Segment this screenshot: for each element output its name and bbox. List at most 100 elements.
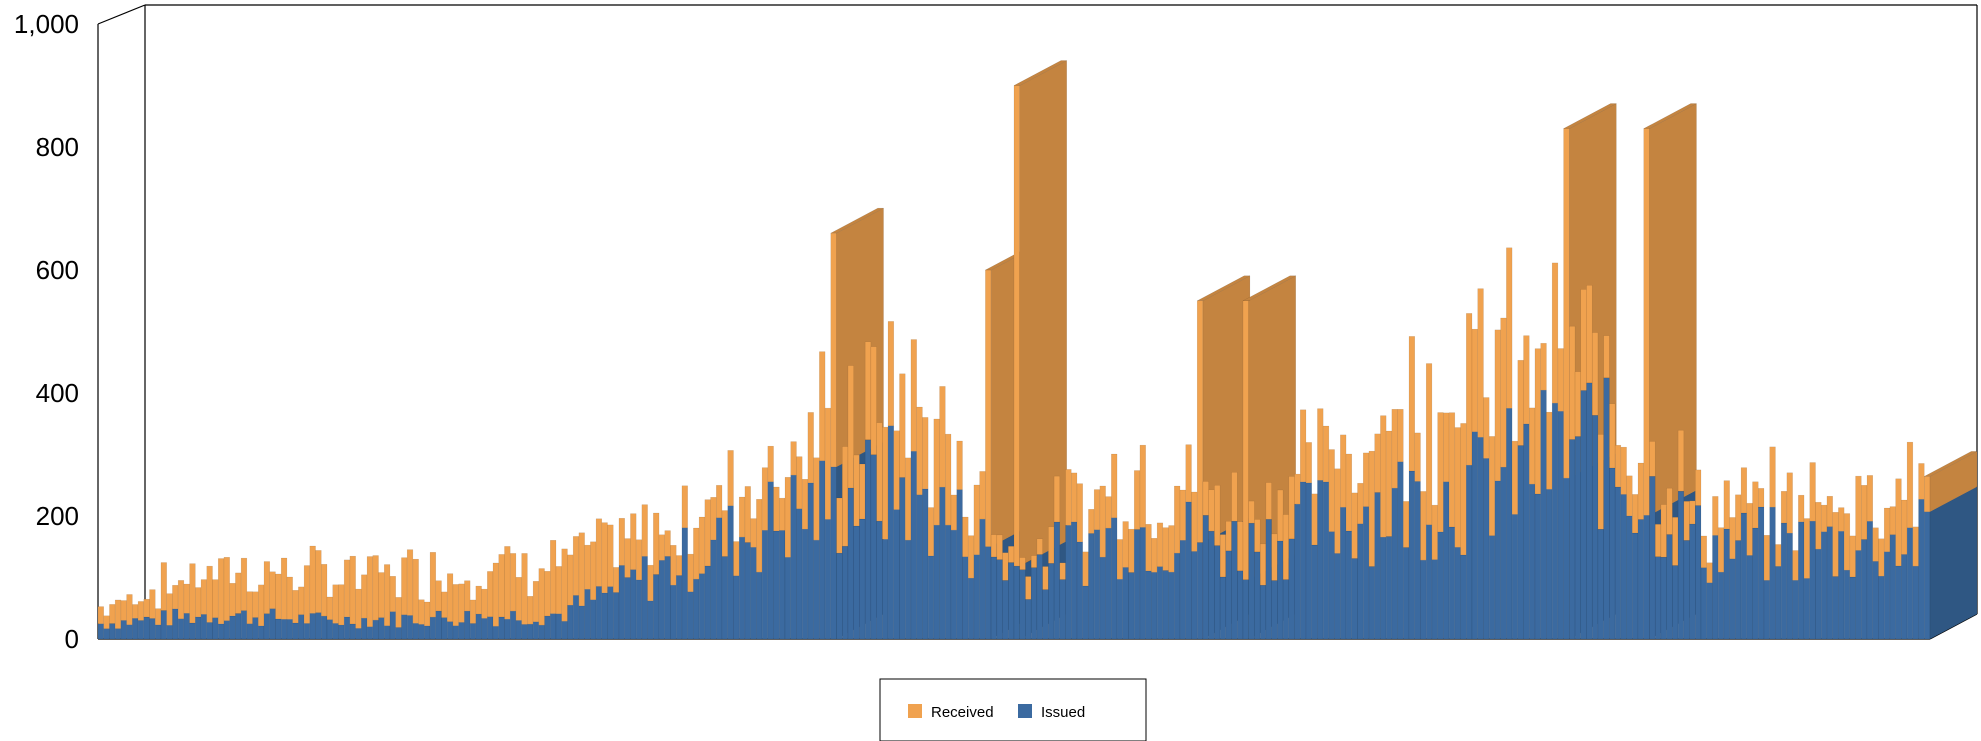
bar-received-front xyxy=(424,601,431,627)
bar-stack xyxy=(1374,433,1381,640)
bar-issued-front xyxy=(1763,580,1770,640)
bar-stack xyxy=(1030,555,1038,640)
bar-issued-front xyxy=(658,560,665,640)
bar-issued-front xyxy=(1151,572,1158,640)
bar-stack xyxy=(1408,336,1415,640)
bar-received-front xyxy=(1758,488,1765,508)
bar-received-front xyxy=(252,591,259,618)
bar-stack xyxy=(1517,360,1524,640)
bar-stack xyxy=(1780,491,1788,640)
bar-received-front xyxy=(1162,527,1169,571)
bar-issued-front xyxy=(252,617,259,640)
bar-issued-front xyxy=(899,477,906,640)
bar-received-front xyxy=(332,584,339,624)
bar-received-front xyxy=(464,580,471,612)
bar-received-front xyxy=(653,512,660,575)
bar-stack xyxy=(1357,483,1364,640)
bar-stack xyxy=(1053,475,1061,640)
bar-stack xyxy=(172,585,179,640)
bar-received-front xyxy=(515,577,522,621)
bar-stack xyxy=(258,584,265,640)
bar-received-front xyxy=(790,441,797,476)
bar-stack xyxy=(1065,469,1072,640)
bar-issued-front xyxy=(1506,408,1513,640)
bar-issued-front xyxy=(401,614,408,640)
bar-issued-front xyxy=(1660,556,1667,640)
bar-received-front xyxy=(1775,544,1782,567)
bar-stack xyxy=(1443,412,1450,640)
bar-received-front xyxy=(1443,412,1450,482)
bar-stack xyxy=(1534,348,1541,640)
bar-issued-front xyxy=(1855,550,1862,640)
bar-stack xyxy=(550,540,557,640)
bar-stack xyxy=(887,321,894,640)
bar-stack xyxy=(1883,507,1891,640)
bar-stack xyxy=(813,457,820,640)
bar-received-front xyxy=(120,600,127,621)
bar-received-front xyxy=(801,479,809,530)
bar-received-side xyxy=(1649,103,1697,516)
bar-received-front xyxy=(1924,476,1931,512)
bar-received-front xyxy=(1448,412,1456,528)
legend-swatch-received xyxy=(908,704,922,718)
bar-received-front xyxy=(613,567,620,593)
bar-received-front xyxy=(212,579,219,618)
bar-received-front xyxy=(326,596,333,620)
bar-stack xyxy=(183,583,190,640)
bar-stack xyxy=(624,538,631,640)
bar-issued-front xyxy=(515,620,522,640)
bar-issued-front xyxy=(1397,461,1404,640)
bar-received-front xyxy=(1883,507,1891,552)
bar-received-front xyxy=(1643,128,1650,516)
bar-issued-front xyxy=(927,555,935,640)
bar-received-front xyxy=(177,580,185,619)
bar-received-top xyxy=(1197,275,1251,301)
bar-issued-front xyxy=(653,574,660,640)
bar-issued-front xyxy=(813,539,820,640)
bar-received-front xyxy=(572,536,580,596)
bar-issued-front xyxy=(292,622,299,640)
bar-stack xyxy=(979,471,986,640)
bar-stack xyxy=(1025,576,1032,640)
legend-box xyxy=(879,678,1147,741)
bar-stack xyxy=(1437,412,1444,640)
bar-stack xyxy=(281,557,288,640)
bar-issued-front xyxy=(1729,558,1736,640)
bar-received-front xyxy=(469,599,477,624)
bar-issued-front xyxy=(527,623,534,640)
bar-issued-front xyxy=(1259,585,1267,640)
bar-issued-front xyxy=(1866,521,1873,640)
bar-received-front xyxy=(1030,555,1038,568)
bar-received-front xyxy=(1523,335,1530,425)
bar-issued-front xyxy=(349,623,356,640)
bar-issued-front xyxy=(1071,521,1078,640)
bar-received-front xyxy=(1019,557,1026,570)
bar-issued-front xyxy=(103,628,110,640)
bar-received-front xyxy=(1838,507,1845,532)
bar-stack xyxy=(97,606,104,640)
bar-issued-front xyxy=(1139,527,1146,640)
bar-stack xyxy=(395,597,402,640)
bar-stack xyxy=(143,598,150,640)
bar-received-front xyxy=(1156,522,1164,567)
bar-received-front xyxy=(544,571,551,617)
bar-received-front xyxy=(1689,500,1696,525)
bar-issued-front xyxy=(1620,494,1627,640)
bar-stack xyxy=(321,564,328,640)
bar-stack xyxy=(922,417,929,640)
bar-issued-front xyxy=(870,454,877,640)
bar-issued-front xyxy=(498,616,505,640)
bar-stack xyxy=(218,558,225,640)
bar-stack xyxy=(1660,504,1667,640)
bar-issued-front xyxy=(309,613,316,640)
bar-issued-front xyxy=(1420,559,1427,640)
bar-stack xyxy=(1918,463,1925,640)
bar-issued-front xyxy=(1609,467,1616,640)
bar-stack xyxy=(1895,478,1902,640)
bar-received-front xyxy=(1071,472,1078,523)
bar-received-front xyxy=(550,540,557,614)
bar-received-front xyxy=(933,418,940,526)
bar-stack xyxy=(1798,494,1805,640)
bar-issued-front xyxy=(1196,542,1204,640)
legend-label-received: Received xyxy=(931,704,994,721)
